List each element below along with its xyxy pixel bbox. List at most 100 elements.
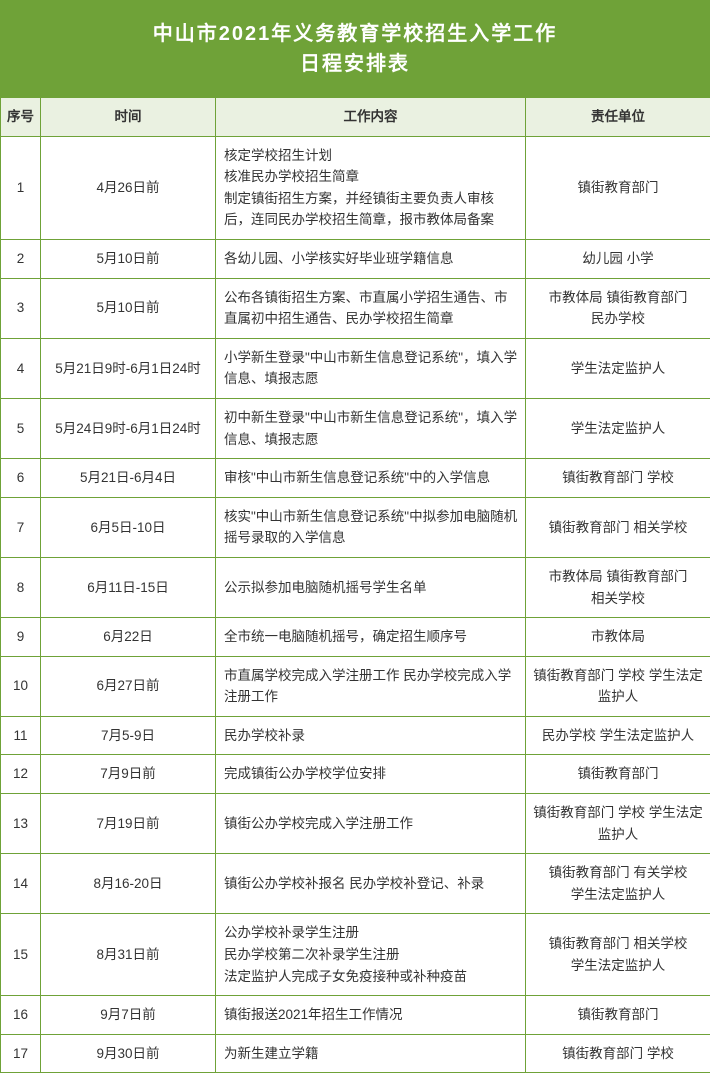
unit-line: 镇街教育部门 相关学校 <box>532 517 704 539</box>
col-time: 时间 <box>41 98 216 137</box>
unit-line: 镇街教育部门 <box>532 763 704 785</box>
cell-unit: 镇街教育部门 学校 学生法定监护人 <box>526 794 710 854</box>
cell-work: 核定学校招生计划核准民办学校招生简章制定镇街招生方案，并经镇街主要负责人审核后，… <box>216 136 526 239</box>
unit-line: 学生法定监护人 <box>532 884 704 906</box>
unit-line: 镇街教育部门 有关学校 <box>532 862 704 884</box>
unit-line: 学生法定监护人 <box>532 418 704 440</box>
work-line: 镇街报送2021年招生工作情况 <box>224 1004 519 1026</box>
cell-seq: 2 <box>1 239 41 278</box>
table-row: 35月10日前公布各镇街招生方案、市直属小学招生通告、市直属初中招生通告、民办学… <box>1 278 710 338</box>
title-line-1: 中山市2021年义务教育学校招生入学工作 <box>11 19 699 49</box>
table-row: 117月5-9日民办学校补录民办学校 学生法定监护人 <box>1 716 710 755</box>
cell-work: 全市统一电脑随机摇号，确定招生顺序号 <box>216 618 526 657</box>
table-row: 179月30日前为新生建立学籍镇街教育部门 学校 <box>1 1034 710 1073</box>
cell-work: 公办学校补录学生注册民办学校第二次补录学生注册法定监护人完成子女免疫接种或补种疫… <box>216 914 526 996</box>
cell-unit: 镇街教育部门 学校 <box>526 1034 710 1073</box>
unit-line: 相关学校 <box>532 588 704 610</box>
cell-seq: 6 <box>1 459 41 498</box>
unit-line: 民办学校 <box>532 308 704 330</box>
table-title: 中山市2021年义务教育学校招生入学工作 日程安排表 <box>0 0 710 97</box>
table-row: 65月21日-6月4日审核"中山市新生信息登记系统"中的入学信息镇街教育部门 学… <box>1 459 710 498</box>
cell-time: 6月22日 <box>41 618 216 657</box>
table-row: 106月27日前市直属学校完成入学注册工作 民办学校完成入学注册工作镇街教育部门… <box>1 656 710 716</box>
cell-time: 6月5日-10日 <box>41 497 216 557</box>
work-line: 民办学校补录 <box>224 725 519 747</box>
work-line: 法定监护人完成子女免疫接种或补种疫苗 <box>224 966 519 988</box>
cell-unit: 镇街教育部门 <box>526 996 710 1035</box>
cell-unit: 镇街教育部门 <box>526 755 710 794</box>
cell-work: 镇街公办学校补报名 民办学校补登记、补录 <box>216 854 526 914</box>
work-line: 各幼儿园、小学核实好毕业班学籍信息 <box>224 248 519 270</box>
cell-unit: 镇街教育部门 学校 学生法定监护人 <box>526 656 710 716</box>
cell-time: 9月7日前 <box>41 996 216 1035</box>
work-line: 制定镇街招生方案，并经镇街主要负责人审核后，连同民办学校招生简章，报市教体局备案 <box>224 188 519 231</box>
cell-work: 公示拟参加电脑随机摇号学生名单 <box>216 557 526 617</box>
cell-seq: 12 <box>1 755 41 794</box>
work-line: 初中新生登录"中山市新生信息登记系统"，填入学信息、填报志愿 <box>224 407 519 450</box>
cell-unit: 学生法定监护人 <box>526 338 710 398</box>
schedule-table-container: 中山市2021年义务教育学校招生入学工作 日程安排表 序号 时间 工作内容 责任… <box>0 0 710 1073</box>
cell-time: 5月24日9时-6月1日24时 <box>41 398 216 458</box>
table-row: 137月19日前镇街公办学校完成入学注册工作镇街教育部门 学校 学生法定监护人 <box>1 794 710 854</box>
cell-seq: 10 <box>1 656 41 716</box>
cell-seq: 3 <box>1 278 41 338</box>
work-line: 核实"中山市新生信息登记系统"中拟参加电脑随机摇号录取的入学信息 <box>224 506 519 549</box>
cell-seq: 1 <box>1 136 41 239</box>
cell-time: 8月31日前 <box>41 914 216 996</box>
cell-time: 6月27日前 <box>41 656 216 716</box>
table-row: 148月16-20日镇街公办学校补报名 民办学校补登记、补录镇街教育部门 有关学… <box>1 854 710 914</box>
cell-seq: 15 <box>1 914 41 996</box>
table-row: 86月11日-15日公示拟参加电脑随机摇号学生名单市教体局 镇街教育部门相关学校 <box>1 557 710 617</box>
table-row: 169月7日前镇街报送2021年招生工作情况镇街教育部门 <box>1 996 710 1035</box>
unit-line: 民办学校 学生法定监护人 <box>532 725 704 747</box>
title-line-2: 日程安排表 <box>11 49 699 79</box>
table-row: 96月22日全市统一电脑随机摇号，确定招生顺序号市教体局 <box>1 618 710 657</box>
cell-seq: 8 <box>1 557 41 617</box>
cell-unit: 镇街教育部门 相关学校 <box>526 497 710 557</box>
cell-work: 小学新生登录"中山市新生信息登记系统"，填入学信息、填报志愿 <box>216 338 526 398</box>
cell-time: 5月21日-6月4日 <box>41 459 216 498</box>
work-line: 全市统一电脑随机摇号，确定招生顺序号 <box>224 626 519 648</box>
cell-time: 9月30日前 <box>41 1034 216 1073</box>
cell-work: 核实"中山市新生信息登记系统"中拟参加电脑随机摇号录取的入学信息 <box>216 497 526 557</box>
cell-work: 完成镇街公办学校学位安排 <box>216 755 526 794</box>
cell-unit: 镇街教育部门 <box>526 136 710 239</box>
table-row: 76月5日-10日核实"中山市新生信息登记系统"中拟参加电脑随机摇号录取的入学信… <box>1 497 710 557</box>
table-row: 55月24日9时-6月1日24时初中新生登录"中山市新生信息登记系统"，填入学信… <box>1 398 710 458</box>
cell-time: 7月5-9日 <box>41 716 216 755</box>
cell-time: 8月16-20日 <box>41 854 216 914</box>
cell-unit: 镇街教育部门 相关学校学生法定监护人 <box>526 914 710 996</box>
unit-line: 镇街教育部门 学校 学生法定监护人 <box>532 665 704 708</box>
work-line: 审核"中山市新生信息登记系统"中的入学信息 <box>224 467 519 489</box>
table-row: 127月9日前完成镇街公办学校学位安排镇街教育部门 <box>1 755 710 794</box>
cell-work: 初中新生登录"中山市新生信息登记系统"，填入学信息、填报志愿 <box>216 398 526 458</box>
cell-work: 各幼儿园、小学核实好毕业班学籍信息 <box>216 239 526 278</box>
cell-unit: 镇街教育部门 学校 <box>526 459 710 498</box>
cell-work: 镇街报送2021年招生工作情况 <box>216 996 526 1035</box>
unit-line: 镇街教育部门 学校 学生法定监护人 <box>532 802 704 845</box>
cell-unit: 民办学校 学生法定监护人 <box>526 716 710 755</box>
unit-line: 市教体局 <box>532 626 704 648</box>
work-line: 镇街公办学校补报名 民办学校补登记、补录 <box>224 873 519 895</box>
work-line: 小学新生登录"中山市新生信息登记系统"，填入学信息、填报志愿 <box>224 347 519 390</box>
unit-line: 镇街教育部门 相关学校 <box>532 933 704 955</box>
work-line: 民办学校第二次补录学生注册 <box>224 944 519 966</box>
cell-seq: 5 <box>1 398 41 458</box>
unit-line: 镇街教育部门 <box>532 1004 704 1026</box>
table-row: 25月10日前各幼儿园、小学核实好毕业班学籍信息幼儿园 小学 <box>1 239 710 278</box>
cell-time: 7月9日前 <box>41 755 216 794</box>
unit-line: 镇街教育部门 学校 <box>532 1043 704 1065</box>
table-header-row: 序号 时间 工作内容 责任单位 <box>1 98 710 137</box>
cell-seq: 11 <box>1 716 41 755</box>
work-line: 公示拟参加电脑随机摇号学生名单 <box>224 577 519 599</box>
unit-line: 学生法定监护人 <box>532 358 704 380</box>
work-line: 公布各镇街招生方案、市直属小学招生通告、市直属初中招生通告、民办学校招生简章 <box>224 287 519 330</box>
cell-work: 市直属学校完成入学注册工作 民办学校完成入学注册工作 <box>216 656 526 716</box>
work-line: 镇街公办学校完成入学注册工作 <box>224 813 519 835</box>
col-unit: 责任单位 <box>526 98 710 137</box>
table-row: 158月31日前公办学校补录学生注册民办学校第二次补录学生注册法定监护人完成子女… <box>1 914 710 996</box>
cell-work: 公布各镇街招生方案、市直属小学招生通告、市直属初中招生通告、民办学校招生简章 <box>216 278 526 338</box>
cell-time: 4月26日前 <box>41 136 216 239</box>
cell-unit: 学生法定监护人 <box>526 398 710 458</box>
cell-unit: 市教体局 镇街教育部门相关学校 <box>526 557 710 617</box>
